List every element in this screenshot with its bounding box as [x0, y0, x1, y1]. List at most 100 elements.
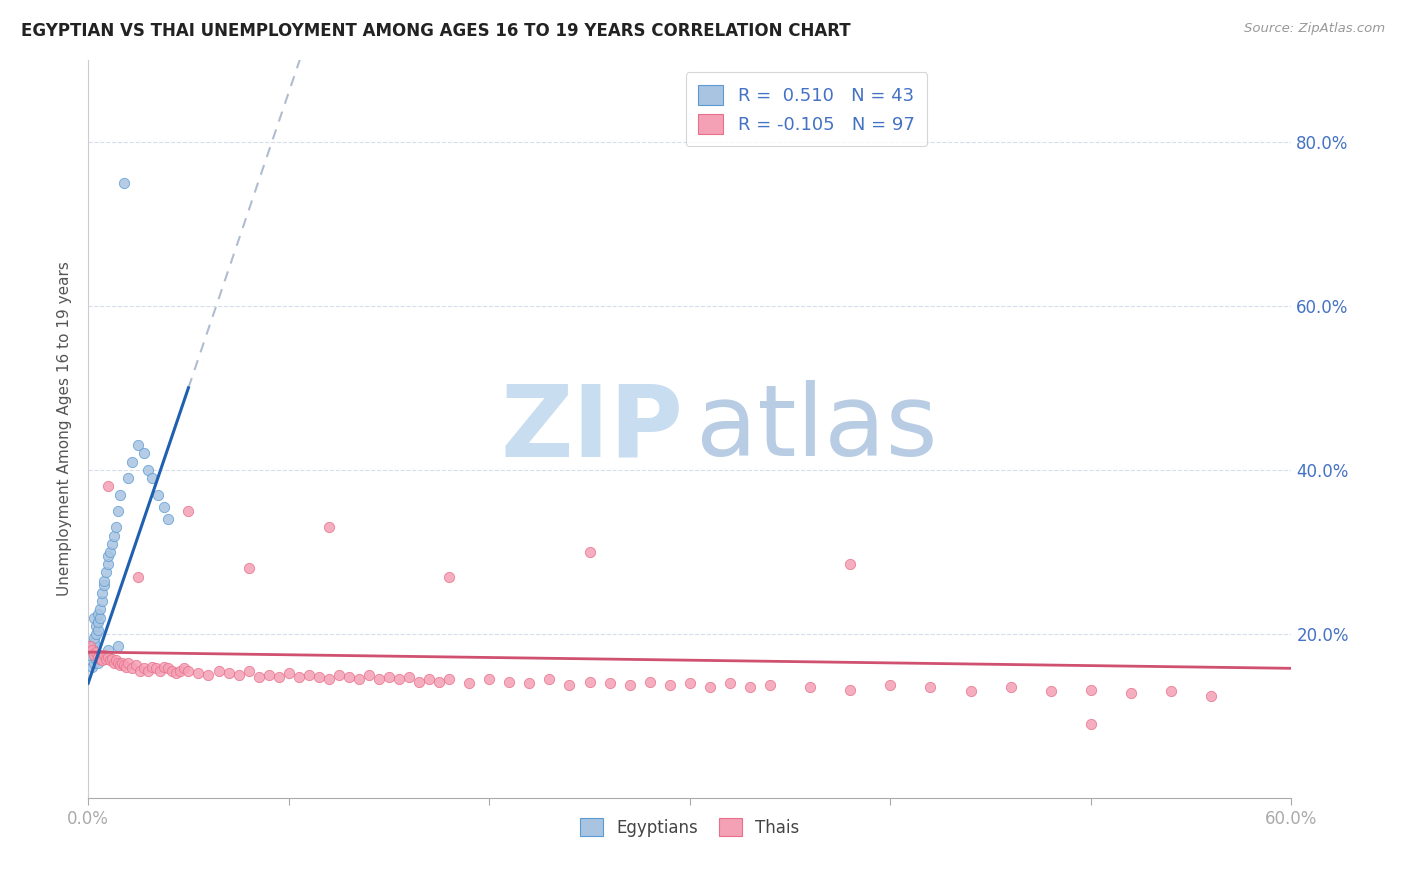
Point	[141, 660, 163, 674]
Point	[879, 678, 901, 692]
Point	[84, 627, 107, 641]
Point	[91, 648, 114, 662]
Point	[91, 586, 114, 600]
Point	[111, 656, 134, 670]
Point	[1119, 686, 1142, 700]
Point	[1160, 684, 1182, 698]
Point	[82, 660, 104, 674]
Point	[110, 658, 132, 673]
Point	[84, 619, 107, 633]
Point	[187, 666, 209, 681]
Point	[87, 615, 110, 629]
Point	[141, 471, 163, 485]
Point	[839, 682, 862, 697]
Point	[308, 670, 330, 684]
Point	[478, 672, 501, 686]
Point	[197, 668, 219, 682]
Point	[759, 678, 782, 692]
Point	[1080, 717, 1102, 731]
Point	[91, 594, 114, 608]
Point	[125, 658, 148, 673]
Point	[920, 681, 942, 695]
Point	[578, 545, 600, 559]
Point	[105, 653, 128, 667]
Point	[458, 676, 481, 690]
Point	[218, 666, 240, 681]
Point	[89, 602, 111, 616]
Point	[839, 558, 862, 572]
Point	[337, 670, 360, 684]
Text: EGYPTIAN VS THAI UNEMPLOYMENT AMONG AGES 16 TO 19 YEARS CORRELATION CHART: EGYPTIAN VS THAI UNEMPLOYMENT AMONG AGES…	[21, 22, 851, 40]
Point	[112, 658, 135, 673]
Point	[149, 664, 172, 678]
Point	[287, 670, 309, 684]
Point	[318, 520, 340, 534]
Point	[84, 645, 107, 659]
Point	[679, 676, 702, 690]
Point	[107, 640, 129, 654]
Point	[328, 668, 350, 682]
Point	[173, 661, 195, 675]
Point	[103, 528, 125, 542]
Point	[127, 438, 149, 452]
Point	[87, 623, 110, 637]
Y-axis label: Unemployment Among Ages 16 to 19 years: Unemployment Among Ages 16 to 19 years	[58, 261, 72, 597]
Point	[121, 661, 143, 675]
Point	[738, 681, 761, 695]
Point	[127, 569, 149, 583]
Point	[699, 681, 721, 695]
Point	[145, 661, 167, 675]
Point	[378, 670, 401, 684]
Point	[388, 672, 411, 686]
Point	[298, 668, 321, 682]
Point	[619, 678, 641, 692]
Point	[578, 674, 600, 689]
Point	[83, 610, 105, 624]
Point	[162, 664, 184, 678]
Point	[107, 504, 129, 518]
Point	[93, 578, 115, 592]
Point	[959, 684, 981, 698]
Point	[93, 648, 115, 662]
Point	[84, 651, 107, 665]
Point	[79, 640, 101, 654]
Point	[1199, 689, 1222, 703]
Point	[427, 674, 450, 689]
Point	[98, 653, 121, 667]
Point	[257, 668, 280, 682]
Point	[177, 504, 200, 518]
Point	[96, 651, 118, 665]
Point	[121, 455, 143, 469]
Point	[1039, 684, 1062, 698]
Point	[228, 668, 250, 682]
Point	[558, 678, 581, 692]
Point	[177, 664, 200, 678]
Point	[117, 656, 139, 670]
Point	[1000, 681, 1022, 695]
Point	[357, 668, 380, 682]
Point	[238, 664, 260, 678]
Point	[79, 648, 101, 662]
Point	[136, 463, 159, 477]
Point	[82, 643, 104, 657]
Point	[107, 656, 129, 670]
Point	[165, 666, 187, 681]
Point	[277, 666, 299, 681]
Point	[368, 672, 391, 686]
Point	[87, 607, 110, 621]
Point	[437, 672, 460, 686]
Point	[538, 672, 561, 686]
Point	[347, 672, 370, 686]
Point	[89, 610, 111, 624]
Point	[148, 487, 170, 501]
Point	[718, 676, 741, 690]
Point	[157, 661, 180, 675]
Point	[110, 487, 132, 501]
Point	[115, 660, 138, 674]
Point	[83, 648, 105, 662]
Point	[96, 566, 118, 580]
Point	[318, 672, 340, 686]
Point	[103, 656, 125, 670]
Point	[136, 664, 159, 678]
Point	[129, 664, 152, 678]
